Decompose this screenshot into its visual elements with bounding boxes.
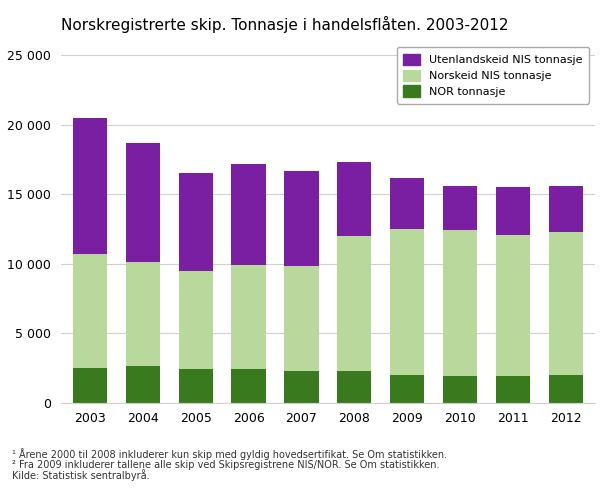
Bar <box>496 187 530 235</box>
Bar <box>548 232 583 375</box>
Bar <box>179 271 213 369</box>
Bar <box>126 143 160 263</box>
Bar <box>390 229 425 375</box>
Bar <box>390 178 425 229</box>
Text: ¹ Årene 2000 til 2008 inkluderer kun skip med gyldig hovedsertifikat. Se Om stat: ¹ Årene 2000 til 2008 inkluderer kun ski… <box>12 448 447 460</box>
Bar <box>548 375 583 403</box>
Bar <box>443 376 477 403</box>
Bar <box>284 371 318 403</box>
Bar <box>443 186 477 230</box>
Bar <box>284 266 318 371</box>
Text: Norskregistrerte skip. Tonnasje i handelsflåten. 2003-2012: Norskregistrerte skip. Tonnasje i handel… <box>61 17 509 33</box>
Bar <box>390 375 425 403</box>
Bar <box>496 235 530 376</box>
Bar <box>548 186 583 232</box>
Text: Kilde: Statistisk sentralbyrå.: Kilde: Statistisk sentralbyrå. <box>12 469 150 481</box>
Bar <box>126 263 160 366</box>
Legend: Utenlandskeid NIS tonnasje, Norskeid NIS tonnasje, NOR tonnasje: Utenlandskeid NIS tonnasje, Norskeid NIS… <box>397 47 589 103</box>
Text: ² Fra 2009 inkluderer tallene alle skip ved Skipsregistrene NIS/NOR. Se Om stati: ² Fra 2009 inkluderer tallene alle skip … <box>12 461 440 470</box>
Bar <box>231 163 266 265</box>
Bar <box>73 368 107 403</box>
Bar <box>496 376 530 403</box>
Bar <box>337 163 371 236</box>
Bar <box>337 236 371 371</box>
Bar <box>284 171 318 266</box>
Bar <box>443 230 477 376</box>
Bar <box>231 369 266 403</box>
Bar <box>231 265 266 369</box>
Bar <box>337 371 371 403</box>
Bar <box>179 173 213 271</box>
Bar <box>73 254 107 368</box>
Bar <box>73 118 107 254</box>
Bar <box>126 366 160 403</box>
Bar <box>179 369 213 403</box>
